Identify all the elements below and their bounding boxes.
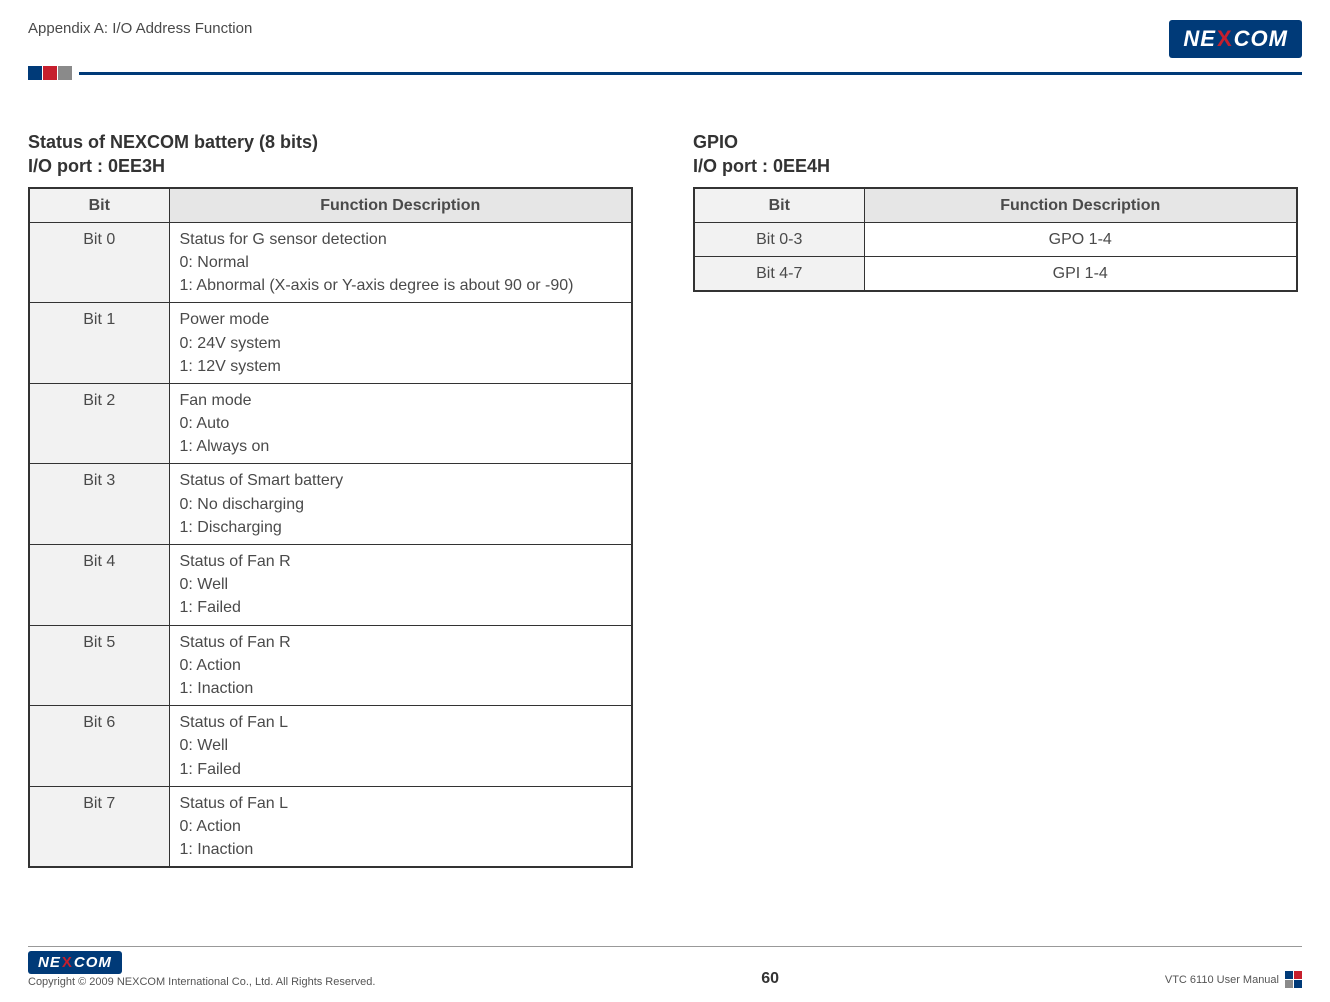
- bit-cell: Bit 4-7: [694, 256, 864, 291]
- table-row: Bit 0-3GPO 1-4: [694, 222, 1297, 256]
- desc-cell: GPI 1-4: [864, 256, 1297, 291]
- brand-logo-footer: NEXCOM: [28, 951, 122, 974]
- left-title-line1: Status of NEXCOM battery (8 bits): [28, 132, 318, 152]
- gpio-table: Bit Function Description Bit 0-3GPO 1-4B…: [693, 187, 1298, 293]
- bit-cell: Bit 0: [29, 222, 169, 303]
- bit-cell: Bit 5: [29, 625, 169, 706]
- table-row: Bit 1Power mode 0: 24V system 1: 12V sys…: [29, 303, 632, 384]
- page-footer: NEXCOM Copyright © 2009 NEXCOM Internati…: [28, 946, 1302, 988]
- footer-color-blocks: [1285, 971, 1302, 988]
- appendix-title: Appendix A: I/O Address Function: [28, 20, 252, 37]
- desc-cell: GPO 1-4: [864, 222, 1297, 256]
- desc-cell: Fan mode 0: Auto 1: Always on: [169, 383, 632, 464]
- header-rule: [28, 66, 1302, 80]
- copyright-text: Copyright © 2009 NEXCOM International Co…: [28, 976, 375, 988]
- bit-cell: Bit 3: [29, 464, 169, 545]
- right-th-bit: Bit: [694, 188, 864, 223]
- right-title-line2: I/O port : 0EE4H: [693, 156, 830, 176]
- desc-cell: Status of Fan L 0: Well 1: Failed: [169, 706, 632, 787]
- right-th-desc: Function Description: [864, 188, 1297, 223]
- page-number: 60: [761, 970, 779, 988]
- bit-cell: Bit 7: [29, 786, 169, 867]
- left-title-line2: I/O port : 0EE3H: [28, 156, 165, 176]
- table-row: Bit 4Status of Fan R 0: Well 1: Failed: [29, 545, 632, 626]
- table-row: Bit 5Status of Fan R 0: Action 1: Inacti…: [29, 625, 632, 706]
- table-row: Bit 2Fan mode 0: Auto 1: Always on: [29, 383, 632, 464]
- desc-cell: Status of Fan R 0: Action 1: Inaction: [169, 625, 632, 706]
- table-row: Bit 4-7GPI 1-4: [694, 256, 1297, 291]
- battery-status-table: Bit Function Description Bit 0Status for…: [28, 187, 633, 869]
- desc-cell: Power mode 0: 24V system 1: 12V system: [169, 303, 632, 384]
- desc-cell: Status for G sensor detection 0: Normal …: [169, 222, 632, 303]
- left-th-bit: Bit: [29, 188, 169, 223]
- desc-cell: Status of Smart battery 0: No dischargin…: [169, 464, 632, 545]
- right-title-line1: GPIO: [693, 132, 738, 152]
- bit-cell: Bit 1: [29, 303, 169, 384]
- bit-cell: Bit 0-3: [694, 222, 864, 256]
- table-row: Bit 7Status of Fan L 0: Action 1: Inacti…: [29, 786, 632, 867]
- right-section-title: GPIO I/O port : 0EE4H: [693, 130, 1298, 179]
- desc-cell: Status of Fan L 0: Action 1: Inaction: [169, 786, 632, 867]
- left-th-desc: Function Description: [169, 188, 632, 223]
- left-section-title: Status of NEXCOM battery (8 bits) I/O po…: [28, 130, 633, 179]
- bit-cell: Bit 2: [29, 383, 169, 464]
- manual-name: VTC 6110 User Manual: [1165, 974, 1279, 986]
- bit-cell: Bit 4: [29, 545, 169, 626]
- table-row: Bit 6Status of Fan L 0: Well 1: Failed: [29, 706, 632, 787]
- desc-cell: Status of Fan R 0: Well 1: Failed: [169, 545, 632, 626]
- table-row: Bit 3Status of Smart battery 0: No disch…: [29, 464, 632, 545]
- brand-logo-top: NEXCOM: [1169, 20, 1302, 58]
- bit-cell: Bit 6: [29, 706, 169, 787]
- table-row: Bit 0Status for G sensor detection 0: No…: [29, 222, 632, 303]
